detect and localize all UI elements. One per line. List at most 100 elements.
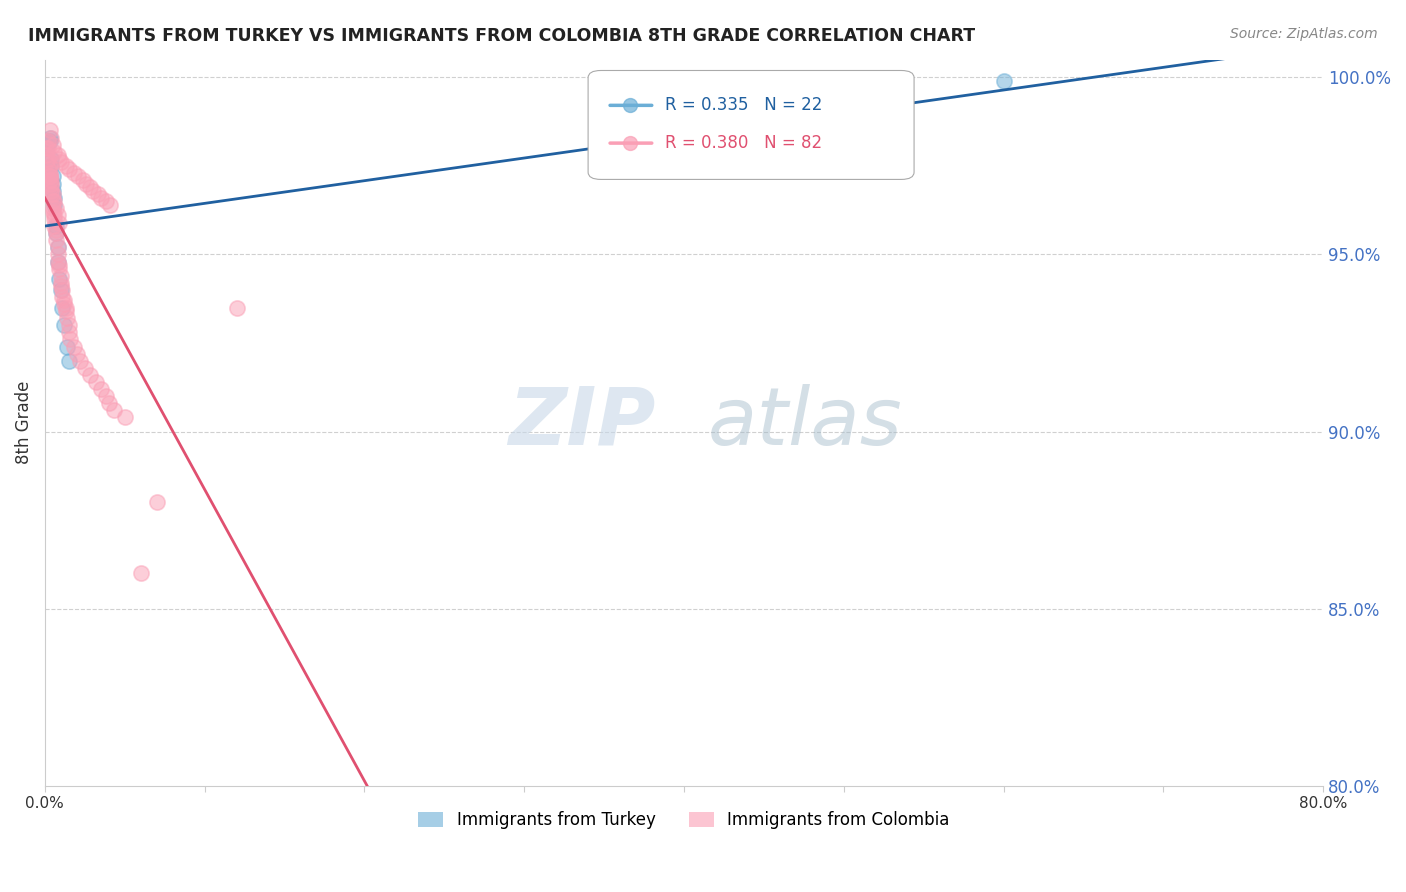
Point [35, 155, 58, 169]
Point [58, 326, 80, 340]
Point [55, 159, 77, 173]
Point [42, 205, 65, 219]
Point [59, 333, 82, 347]
Point [46, 254, 69, 268]
Point [37, 134, 59, 148]
Point [39, 177, 62, 191]
Point [39, 173, 62, 187]
Point [44, 198, 66, 212]
Point [35, 141, 58, 155]
Point [84, 375, 107, 389]
Point [49, 268, 72, 283]
Point [39, 159, 62, 173]
Point [66, 346, 89, 360]
Point [86, 187, 108, 202]
Point [44, 209, 66, 223]
Point [42, 187, 65, 202]
Point [42, 184, 65, 198]
Point [62, 166, 84, 180]
Y-axis label: 8th Grade: 8th Grade [15, 381, 32, 465]
Text: Source: ZipAtlas.com: Source: ZipAtlas.com [1230, 27, 1378, 41]
Point [44, 145, 66, 159]
Text: atlas: atlas [709, 384, 903, 462]
Point [51, 301, 73, 315]
Point [38, 130, 60, 145]
Point [49, 276, 72, 290]
Point [45, 226, 67, 240]
Point [48, 152, 70, 166]
Point [90, 191, 112, 205]
Point [114, 410, 136, 425]
Point [45, 219, 67, 233]
Point [46, 209, 69, 223]
Point [44, 191, 66, 205]
Point [37, 162, 59, 177]
Point [38, 159, 60, 173]
Point [82, 184, 104, 198]
Point [55, 304, 77, 318]
Point [79, 368, 101, 382]
Point [38, 134, 60, 148]
Point [48, 261, 70, 276]
Point [39, 180, 62, 194]
Point [72, 173, 94, 187]
Point [56, 311, 79, 326]
Point [79, 180, 101, 194]
Point [46, 240, 69, 254]
Point [42, 202, 65, 216]
Point [46, 240, 69, 254]
Point [53, 297, 76, 311]
Point [39, 130, 62, 145]
Point [58, 318, 80, 333]
Point [45, 202, 67, 216]
Point [39, 152, 62, 166]
Legend: Immigrants from Turkey, Immigrants from Colombia: Immigrants from Turkey, Immigrants from … [412, 805, 956, 836]
Point [90, 382, 112, 396]
Text: R = 0.380   N = 82: R = 0.380 N = 82 [665, 134, 823, 153]
Point [69, 353, 91, 368]
Point [38, 169, 60, 184]
Point [44, 212, 66, 227]
Point [58, 162, 80, 177]
Point [46, 247, 69, 261]
Point [98, 198, 121, 212]
Point [35, 141, 58, 155]
Text: IMMIGRANTS FROM TURKEY VS IMMIGRANTS FROM COLOMBIA 8TH GRADE CORRELATION CHART: IMMIGRANTS FROM TURKEY VS IMMIGRANTS FRO… [28, 27, 976, 45]
Point [55, 301, 77, 315]
Point [56, 339, 79, 353]
Point [38, 166, 60, 180]
Point [225, 301, 247, 315]
Point [62, 339, 84, 353]
Point [145, 495, 167, 509]
Point [42, 169, 65, 184]
Point [45, 226, 67, 240]
Text: R = 0.335   N = 22: R = 0.335 N = 22 [665, 96, 823, 114]
Point [67, 169, 90, 184]
Point [39, 184, 62, 198]
Point [58, 353, 80, 368]
Point [49, 283, 72, 297]
Point [73, 360, 96, 375]
FancyBboxPatch shape [588, 70, 914, 179]
Point [45, 233, 67, 247]
Point [44, 219, 66, 233]
Point [129, 566, 152, 581]
Point [48, 215, 70, 229]
Point [49, 155, 72, 169]
Point [37, 134, 59, 148]
Point [42, 177, 65, 191]
Point [46, 254, 69, 268]
Point [51, 283, 73, 297]
Point [37, 152, 59, 166]
Point [49, 279, 72, 293]
Point [38, 123, 60, 137]
Point [38, 173, 60, 187]
Point [53, 318, 76, 333]
Point [51, 290, 73, 304]
Point [38, 169, 60, 184]
Point [103, 403, 125, 417]
Point [75, 177, 97, 191]
Point [42, 194, 65, 209]
Point [48, 272, 70, 286]
Point [94, 194, 117, 209]
